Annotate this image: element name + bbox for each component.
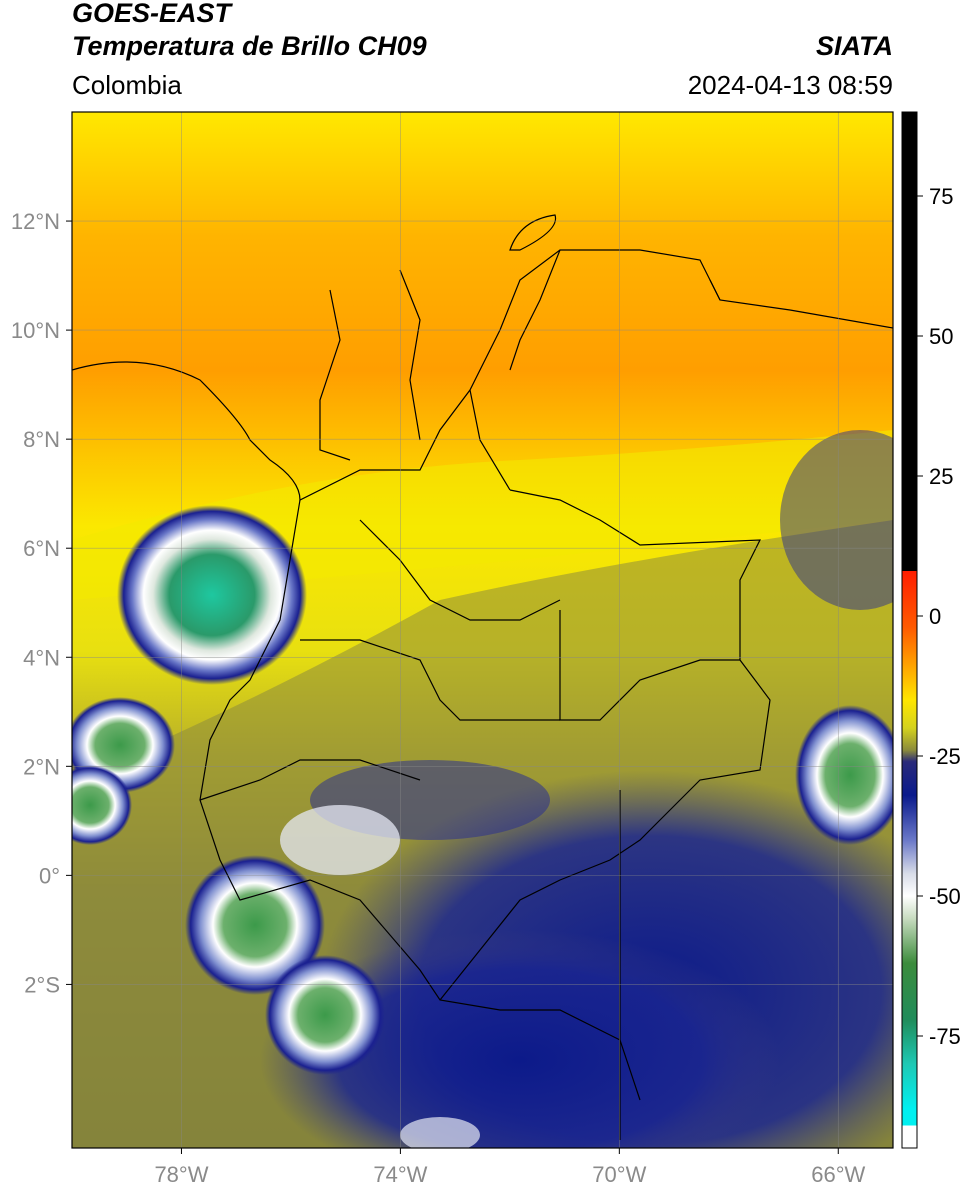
lat-tick-label: 4°N xyxy=(23,645,60,670)
lat-tick-label: 2°S xyxy=(24,972,60,997)
lat-tick-label: 8°N xyxy=(23,427,60,452)
longitude-axis: 78°W 74°W 70°W 66°W xyxy=(154,1148,866,1187)
colorbar-axis: 75 50 25 0 -25 -50 -75 xyxy=(917,184,961,1049)
brand-label: SIATA xyxy=(816,31,893,61)
latitude-axis: 12°N 10°N 8°N 6°N 4°N 2°N 0° 2°S xyxy=(11,209,72,997)
lon-tick-label: 70°W xyxy=(592,1162,646,1187)
product-title: Temperatura de Brillo CH09 xyxy=(72,31,427,61)
lat-tick-label: 0° xyxy=(39,863,60,888)
colorbar-tick-label: -75 xyxy=(929,1024,961,1049)
colorbar-tick-label: 0 xyxy=(929,604,941,629)
colorbar-tick-label: 75 xyxy=(929,184,953,209)
colorbar-tick-label: -50 xyxy=(929,884,961,909)
lat-tick-label: 6°N xyxy=(23,536,60,561)
colorbar-tick-label: 50 xyxy=(929,324,953,349)
lon-tick-label: 66°W xyxy=(811,1162,865,1187)
colorbar-tick-label: -25 xyxy=(929,744,961,769)
region-label: Colombia xyxy=(72,70,182,100)
lat-tick-label: 2°N xyxy=(23,754,60,779)
colorbar-tick-label: 25 xyxy=(929,464,953,489)
lat-tick-label: 12°N xyxy=(11,209,60,234)
colorbar-frame xyxy=(901,111,918,1149)
country-borders xyxy=(72,214,893,1140)
lat-tick-label: 10°N xyxy=(11,318,60,343)
lon-tick-label: 78°W xyxy=(154,1162,208,1187)
colorbar xyxy=(902,112,917,1148)
lon-tick-label: 74°W xyxy=(373,1162,427,1187)
satellite-title: GOES-EAST xyxy=(72,0,232,28)
map-imagery xyxy=(72,112,893,1148)
timestamp-label: 2024-04-13 08:59 xyxy=(687,70,893,100)
map-frame xyxy=(71,111,894,1149)
map-gridlines xyxy=(72,112,893,1148)
